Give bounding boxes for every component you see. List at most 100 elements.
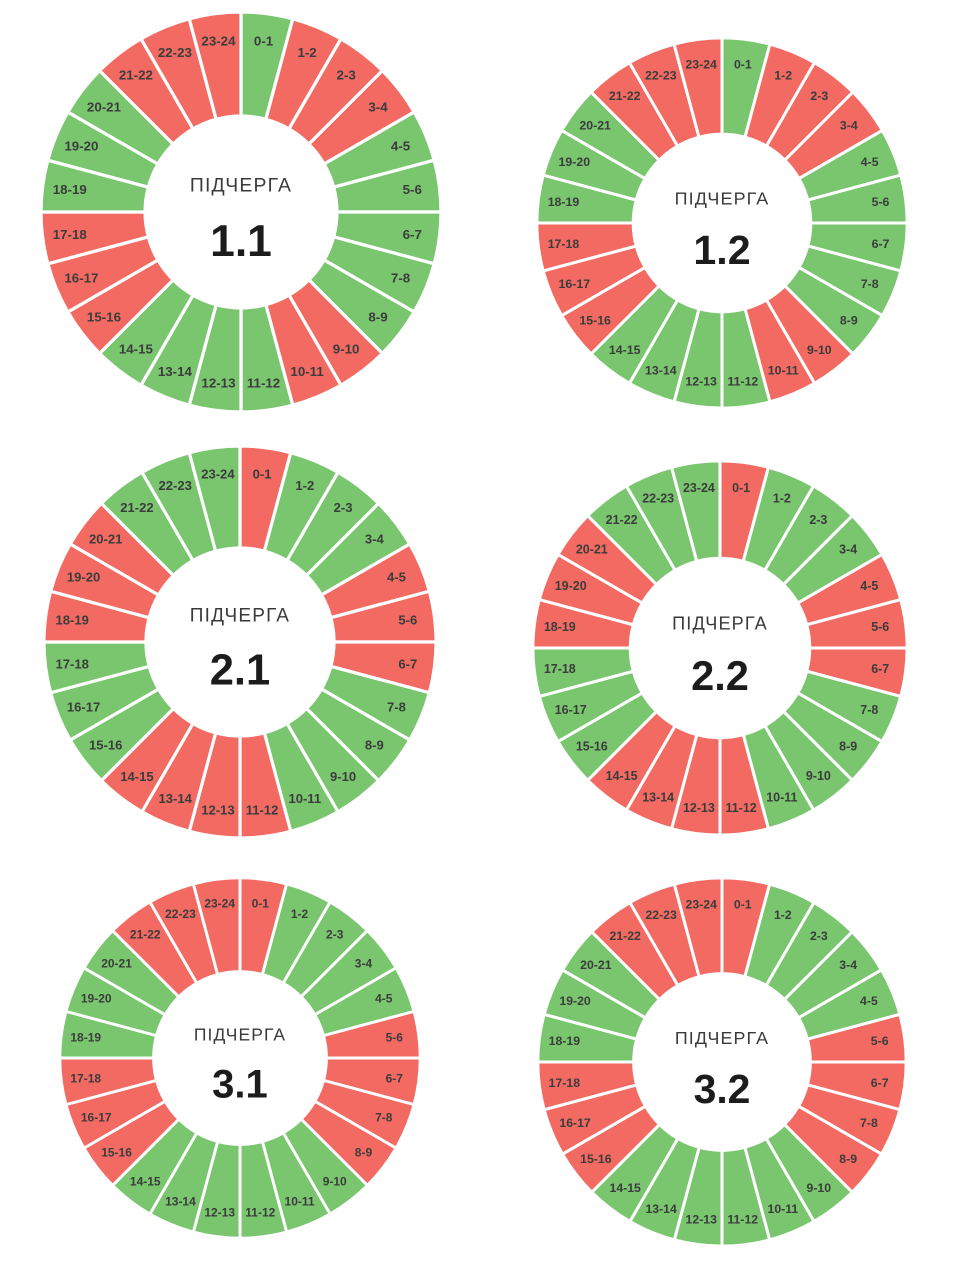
- donut-svg-2.1: 0-1 1-2 2-3 3-4 4-5 5-6 6-7 7-8 8-9 9-10 10-11 11-1…: [42, 444, 438, 840]
- hour-label-5-6: 5-6: [398, 612, 417, 627]
- hour-label-10-11: 10-11: [766, 790, 797, 804]
- hour-label-19-20: 19-20: [559, 994, 591, 1008]
- hour-label-19-20: 19-20: [67, 570, 100, 585]
- hour-label-17-18: 17-18: [70, 1071, 101, 1085]
- hour-label-16-17: 16-17: [559, 1116, 591, 1130]
- segment-23-24-red: [672, 876, 724, 979]
- hour-label-16-17: 16-17: [64, 271, 98, 286]
- donut-chart-1-2: 0-1 1-2 2-3 3-4 4-5 5-6 6-7 7-8 8-9 9-10 10-11 11-1…: [535, 36, 909, 410]
- hour-label-1-2: 1-2: [297, 45, 316, 60]
- hour-label-15-16: 15-16: [576, 739, 608, 753]
- hour-label-14-15: 14-15: [610, 1181, 642, 1195]
- hour-label-6-7: 6-7: [871, 662, 889, 676]
- hour-label-4-5: 4-5: [860, 579, 878, 593]
- center-title-1.2: ПІДЧЕРГА: [675, 189, 770, 209]
- hour-label-19-20: 19-20: [555, 579, 587, 593]
- hour-label-20-21: 20-21: [101, 956, 132, 970]
- hour-label-12-13: 12-13: [201, 376, 235, 391]
- hour-label-11-12: 11-12: [727, 375, 758, 389]
- hour-label-2-3: 2-3: [337, 67, 356, 82]
- segment-23-24-red: [187, 10, 243, 122]
- hour-label-13-14: 13-14: [165, 1195, 196, 1209]
- hour-label-14-15: 14-15: [130, 1174, 161, 1188]
- hour-label-23-24: 23-24: [204, 897, 235, 911]
- hour-label-21-22: 21-22: [119, 67, 153, 82]
- hour-label-17-18: 17-18: [548, 237, 580, 251]
- segment-23-24-green: [669, 459, 722, 564]
- center-number-3.2: 3.2: [694, 1066, 751, 1112]
- hour-label-19-20: 19-20: [81, 991, 112, 1005]
- hour-label-8-9: 8-9: [839, 1152, 857, 1166]
- hour-label-17-18: 17-18: [55, 657, 88, 672]
- hour-label-0-1: 0-1: [252, 897, 270, 911]
- hour-label-12-13: 12-13: [204, 1205, 235, 1219]
- hour-label-23-24: 23-24: [201, 467, 235, 482]
- hour-label-22-23: 22-23: [645, 68, 677, 82]
- hour-label-22-23: 22-23: [158, 45, 192, 60]
- hour-label-3-4: 3-4: [368, 99, 388, 114]
- hour-label-3-4: 3-4: [839, 958, 857, 972]
- hour-label-22-23: 22-23: [645, 908, 677, 922]
- hour-label-5-6: 5-6: [871, 1034, 889, 1048]
- hour-label-7-8: 7-8: [860, 703, 878, 717]
- hour-label-11-12: 11-12: [247, 376, 280, 391]
- hour-label-16-17: 16-17: [67, 699, 100, 714]
- center-title-2.1: ПІДЧЕРГА: [190, 606, 290, 627]
- hour-label-9-10: 9-10: [807, 343, 832, 357]
- hour-label-22-23: 22-23: [165, 907, 196, 921]
- hour-label-13-14: 13-14: [158, 364, 193, 379]
- hour-label-14-15: 14-15: [120, 769, 153, 784]
- hour-label-21-22: 21-22: [609, 89, 641, 103]
- hour-label-12-13: 12-13: [201, 802, 234, 817]
- donut-svg-1.2: 0-1 1-2 2-3 3-4 4-5 5-6 6-7 7-8 8-9 9-10 10-11 11-1…: [535, 36, 909, 410]
- hour-label-7-8: 7-8: [375, 1111, 393, 1125]
- donut-chart-3-2: 0-1 1-2 2-3 3-4 4-5 5-6 6-7 7-8 8-9 9-10 10-11 11-1…: [536, 876, 908, 1248]
- hour-label-0-1: 0-1: [732, 481, 750, 495]
- center-number-1.2: 1.2: [693, 227, 750, 273]
- hour-label-5-6: 5-6: [872, 195, 890, 209]
- donut-svg-1.1: 0-1 1-2 2-3 3-4 4-5 5-6 6-7 7-8 8-9 9-10 10-11 11-1…: [39, 10, 443, 414]
- segment-23-24-red: [672, 36, 724, 140]
- hour-label-8-9: 8-9: [368, 310, 387, 325]
- hour-label-23-24: 23-24: [686, 897, 718, 911]
- center-title-3.1: ПІДЧЕРГА: [194, 1024, 286, 1044]
- hour-label-8-9: 8-9: [840, 313, 858, 327]
- segment-23-24-red: [191, 876, 242, 977]
- hour-label-13-14: 13-14: [642, 790, 674, 804]
- hour-label-14-15: 14-15: [606, 769, 638, 783]
- hour-label-9-10: 9-10: [330, 769, 356, 784]
- hour-label-10-11: 10-11: [768, 364, 799, 378]
- hour-label-21-22: 21-22: [130, 928, 161, 942]
- hour-label-17-18: 17-18: [549, 1076, 581, 1090]
- hour-label-6-7: 6-7: [386, 1071, 404, 1085]
- hour-label-7-8: 7-8: [391, 271, 410, 286]
- hour-label-18-19: 18-19: [55, 612, 88, 627]
- hour-label-15-16: 15-16: [579, 313, 611, 327]
- hour-label-6-7: 6-7: [872, 237, 890, 251]
- hour-label-15-16: 15-16: [580, 1152, 612, 1166]
- hour-label-10-11: 10-11: [285, 1195, 315, 1209]
- hour-label-18-19: 18-19: [70, 1031, 101, 1045]
- hour-label-9-10: 9-10: [806, 769, 831, 783]
- hour-label-10-11: 10-11: [288, 791, 321, 806]
- hour-label-6-7: 6-7: [871, 1076, 889, 1090]
- center-title-3.2: ПІДЧЕРГА: [675, 1028, 769, 1048]
- hour-label-2-3: 2-3: [326, 928, 344, 942]
- hour-label-23-24: 23-24: [683, 481, 715, 495]
- hour-label-2-3: 2-3: [334, 500, 353, 515]
- hour-label-10-11: 10-11: [290, 364, 324, 379]
- hour-label-12-13: 12-13: [686, 1213, 718, 1227]
- hour-label-0-1: 0-1: [734, 897, 752, 911]
- center-title-1.1: ПІДЧЕРГА: [190, 175, 292, 197]
- hour-label-0-1: 0-1: [254, 33, 274, 48]
- hour-label-13-14: 13-14: [645, 1202, 677, 1216]
- hour-label-1-2: 1-2: [774, 908, 792, 922]
- hour-label-13-14: 13-14: [159, 791, 193, 806]
- hour-label-19-20: 19-20: [559, 155, 591, 169]
- donut-svg-3.2: 0-1 1-2 2-3 3-4 4-5 5-6 6-7 7-8 8-9 9-10 10-11 11-1…: [536, 876, 908, 1248]
- hour-label-2-3: 2-3: [809, 513, 827, 527]
- hour-label-5-6: 5-6: [871, 620, 889, 634]
- hour-label-0-1: 0-1: [253, 467, 272, 482]
- hour-label-3-4: 3-4: [355, 956, 373, 970]
